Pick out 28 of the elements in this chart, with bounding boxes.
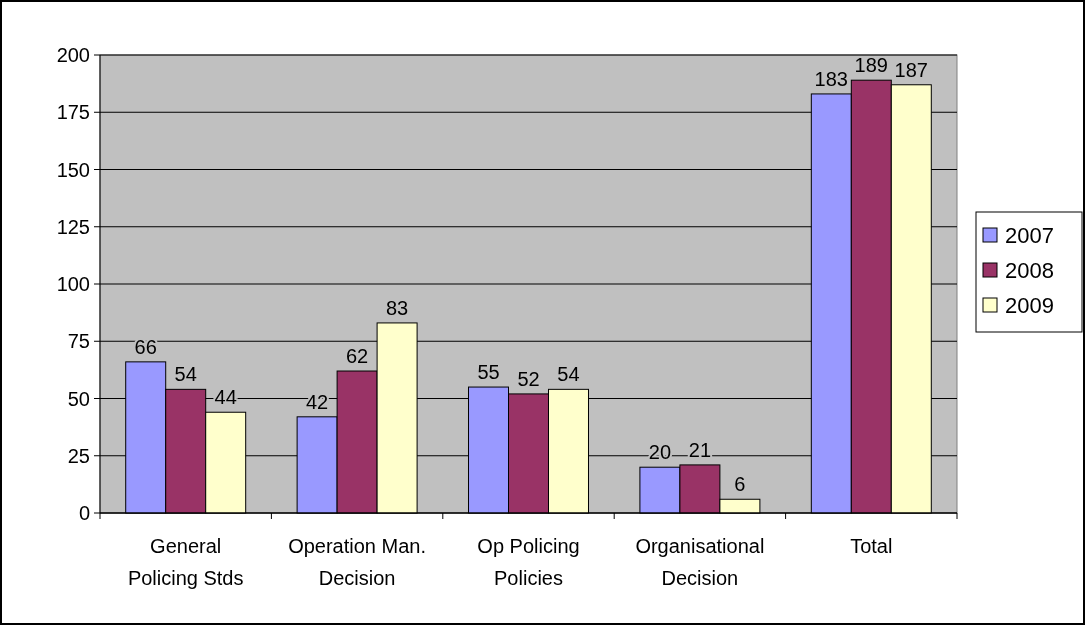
y-tick-label: 175	[56, 101, 90, 124]
data-label: 62	[345, 345, 369, 368]
y-tick-label: 75	[67, 330, 90, 353]
y-tick-label: 125	[56, 215, 90, 238]
x-tick-label: Operation Man. Decision	[288, 535, 427, 589]
y-tick-label: 25	[67, 444, 90, 467]
data-label: 55	[477, 361, 500, 384]
data-label: 66	[134, 335, 157, 358]
data-label: 52	[517, 367, 540, 390]
data-label: 54	[174, 363, 197, 386]
legend-label: 2008	[1005, 257, 1054, 283]
y-tick-label: 100	[56, 273, 90, 295]
data-label: 183	[814, 67, 848, 90]
y-tick-label: 0	[78, 502, 90, 524]
data-label: 187	[894, 58, 928, 81]
x-tick-label: General Policing Stds	[127, 535, 244, 589]
data-label: 6	[734, 473, 746, 496]
legend-label: 2007	[1005, 222, 1054, 248]
x-tick-label: Total	[850, 535, 893, 557]
y-tick-label: 200	[56, 44, 90, 66]
data-label: 83	[385, 296, 409, 319]
x-tick-label: Op Policing Policies	[477, 535, 580, 589]
data-label: 54	[557, 363, 580, 386]
legend-label: 2009	[1005, 292, 1054, 318]
x-tick-label: Organisational Decision	[635, 535, 765, 589]
data-label: 189	[854, 54, 888, 77]
y-tick-label: 150	[56, 158, 90, 181]
y-tick-label: 50	[67, 387, 90, 410]
